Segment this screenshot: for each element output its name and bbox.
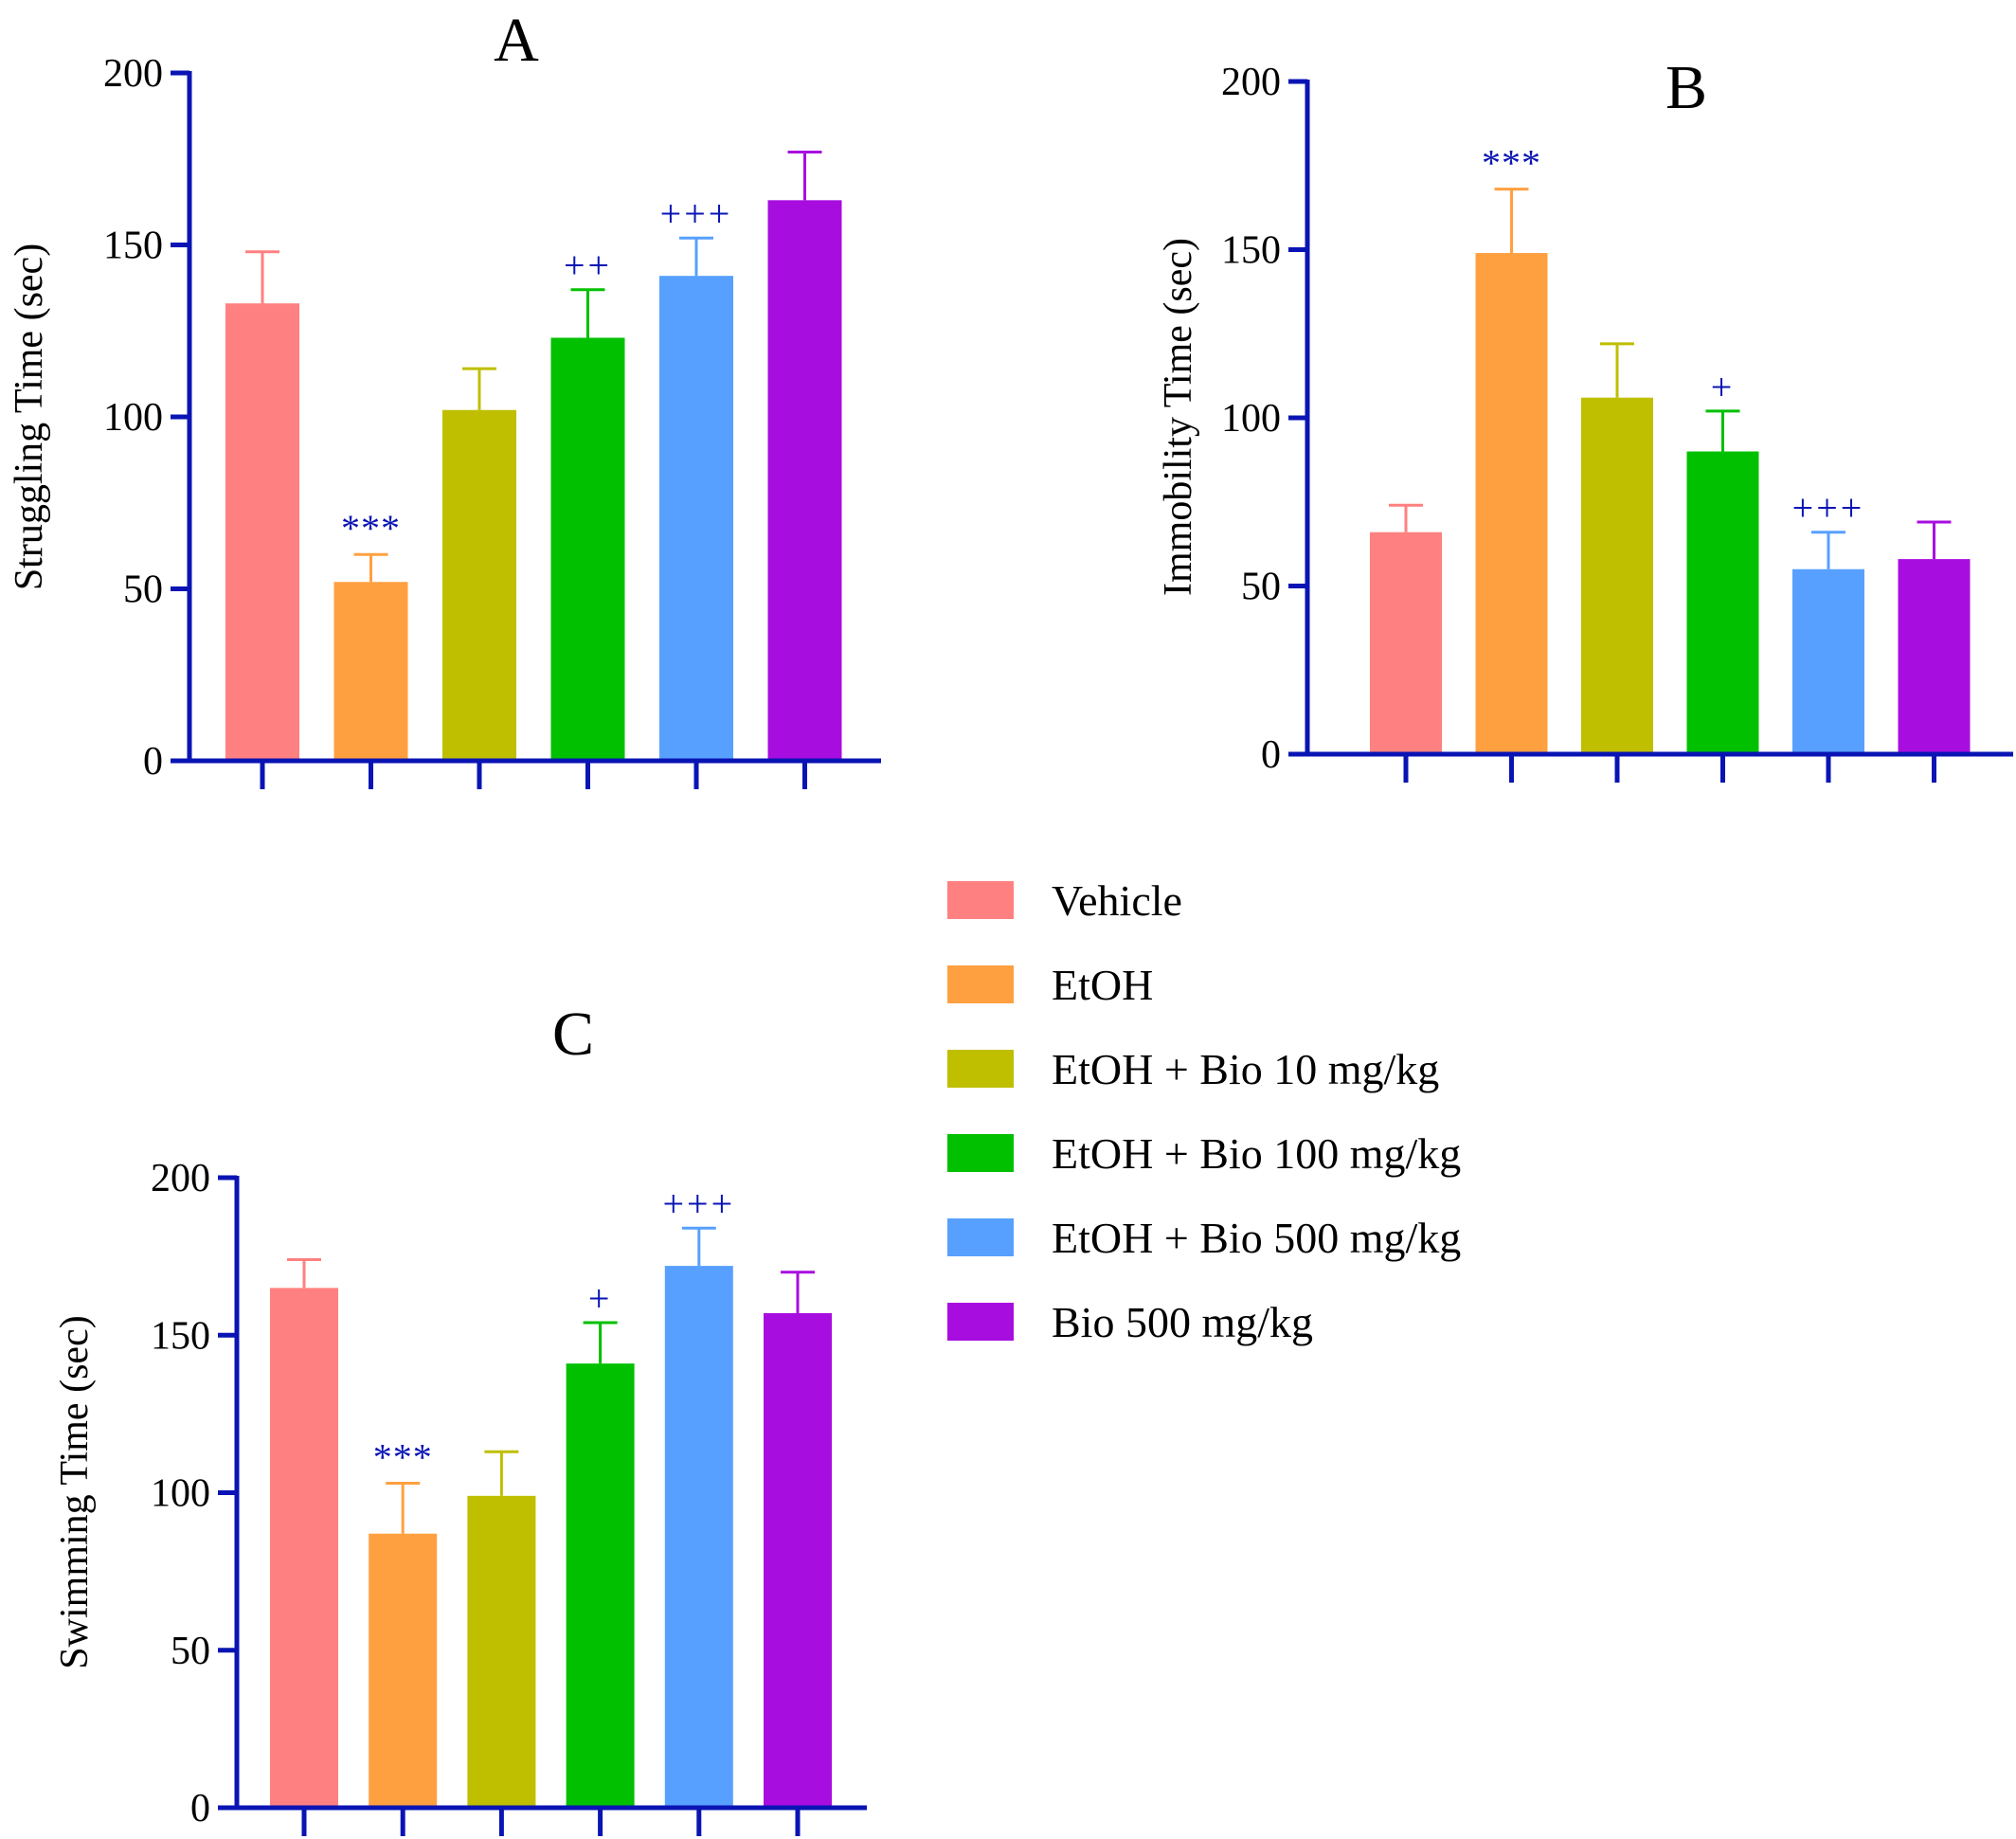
legend-label: EtOH + Bio 10 mg/kg — [1052, 1045, 1439, 1093]
legend-label: Vehicle — [1052, 876, 1182, 925]
legend-swatch — [947, 1050, 1014, 1088]
bar — [1581, 397, 1653, 754]
bar — [659, 276, 733, 761]
y-tick-label: 0 — [143, 740, 163, 784]
bar — [1792, 568, 1864, 754]
significance-label: + — [588, 1277, 613, 1320]
significance-label: *** — [341, 507, 401, 550]
legend: Vehicle EtOH EtOH + Bio 10 mg/kg EtOH + Bio… — [947, 876, 1461, 1346]
bar — [1370, 532, 1442, 754]
y-tick-label: 200 — [103, 52, 163, 96]
legend-label: EtOH + Bio 100 mg/kg — [1052, 1129, 1461, 1178]
significance-label: + — [1711, 366, 1736, 408]
bar — [333, 582, 408, 761]
y-tick-label: 50 — [171, 1630, 210, 1673]
significance-label: +++ — [660, 192, 733, 235]
y-tick-label: 0 — [190, 1787, 210, 1830]
y-axis-label: Immobility Time (sec) — [1157, 238, 1200, 596]
y-axis-label: Swimming Time (sec) — [53, 1315, 97, 1668]
significance-label: *** — [1482, 142, 1541, 185]
legend-swatch — [947, 1303, 1014, 1341]
panel-title: C — [552, 1000, 594, 1069]
y-tick-label: 100 — [151, 1472, 210, 1516]
y-tick-label: 150 — [103, 225, 163, 268]
legend-label: EtOH — [1052, 961, 1153, 1009]
panel-title: B — [1665, 53, 1707, 122]
bar — [767, 200, 842, 761]
significance-label: *** — [373, 1436, 433, 1479]
y-axis-label: Struggling Time (sec) — [8, 243, 51, 590]
legend-swatch — [947, 881, 1014, 919]
y-tick-label: 200 — [151, 1157, 210, 1200]
bar — [566, 1363, 635, 1808]
y-tick-label: 100 — [103, 396, 163, 440]
legend-swatch — [947, 1134, 1014, 1172]
bar — [550, 337, 625, 761]
bar — [225, 303, 299, 761]
y-tick-label: 100 — [1221, 397, 1281, 441]
bar — [1686, 451, 1759, 754]
y-tick-label: 150 — [151, 1314, 210, 1358]
y-tick-label: 200 — [1221, 61, 1281, 104]
y-tick-label: 50 — [123, 568, 163, 612]
bar — [1898, 559, 1971, 754]
y-tick-label: 0 — [1261, 733, 1281, 777]
legend-swatch — [947, 965, 1014, 1003]
y-tick-label: 50 — [1241, 566, 1281, 609]
y-tick-label: 150 — [1221, 229, 1281, 273]
bar — [369, 1533, 438, 1808]
bar — [442, 409, 516, 761]
bar — [270, 1288, 338, 1808]
legend-label: Bio 500 mg/kg — [1052, 1298, 1313, 1346]
significance-label: +++ — [662, 1182, 735, 1225]
legend-swatch — [947, 1218, 1014, 1256]
bar — [664, 1266, 733, 1808]
bar — [467, 1495, 536, 1808]
significance-label: +++ — [1792, 487, 1865, 530]
bar — [764, 1312, 832, 1808]
panel-title: A — [494, 6, 539, 75]
legend-label: EtOH + Bio 500 mg/kg — [1052, 1214, 1461, 1262]
significance-label: ++ — [564, 244, 612, 287]
bar — [1475, 253, 1548, 754]
